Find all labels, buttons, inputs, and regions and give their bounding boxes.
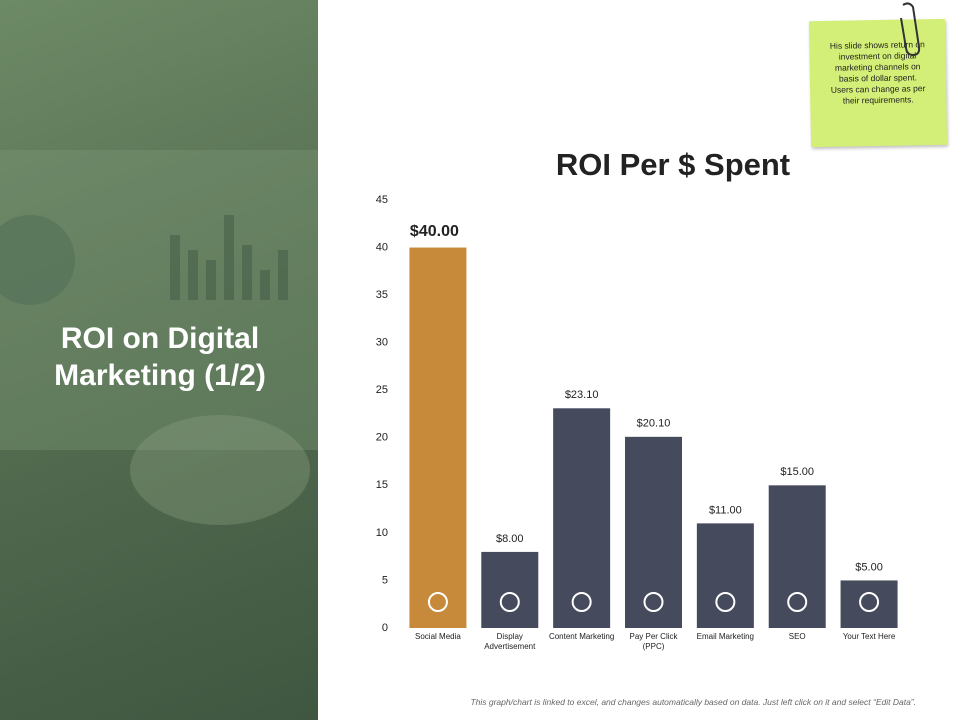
photo-decor [0,150,318,525]
y-tick-label: 25 [376,384,388,396]
x-tick-label: Pay Per Click (PPC) [629,632,678,651]
y-tick-label: 20 [376,432,388,444]
bar [696,523,754,628]
bar-icon [643,592,664,612]
y-tick-label: 0 [382,622,388,634]
slide-title: ROI on Digital Marketing (1/2) [54,322,266,392]
bar-icon [427,592,448,612]
bar-icon [787,592,808,612]
x-tick-label: Email Marketing [696,632,755,641]
y-tick-label: 35 [376,289,388,301]
value-label: $11.00 [709,504,742,516]
bar-icon [859,592,880,612]
x-tick-label: Social Media [415,632,461,641]
bar [553,408,611,628]
chart-title: ROI Per $ Spent [556,147,790,182]
bar [481,551,539,628]
bar-icon [499,592,520,612]
bar [409,247,467,629]
x-tick-label: Your Text Here [842,632,896,641]
bar-icon [715,592,736,612]
value-label: $20.10 [637,418,671,430]
x-tick-label: Content Marketing [548,632,615,641]
note-text: His slide shows return on investment on … [829,39,926,106]
y-tick-label: 5 [382,574,388,586]
value-label: $15.00 [780,466,814,478]
y-tick-label: 45 [376,194,388,206]
bar [840,580,898,628]
x-tick-label: SEO [788,632,806,641]
y-tick-label: 15 [376,479,388,491]
footer: This graph/chart is linked to excel, and… [470,697,916,707]
photo-panel: ROI on Digital Marketing (1/2) [0,0,318,720]
y-tick-label: 40 [376,241,388,253]
bar [625,436,682,628]
value-label: $40.00 [410,223,459,240]
bar [768,485,826,628]
sticky-note: His slide shows return on investment on … [808,18,948,148]
value-label: $8.00 [496,533,524,545]
y-tick-label: 10 [376,527,388,539]
value-label: $23.10 [565,389,599,401]
y-tick-label: 30 [376,337,388,349]
x-tick-label: Display Advertisement [484,632,536,651]
value-label: $5.00 [855,561,883,573]
bar-icon [571,592,592,612]
